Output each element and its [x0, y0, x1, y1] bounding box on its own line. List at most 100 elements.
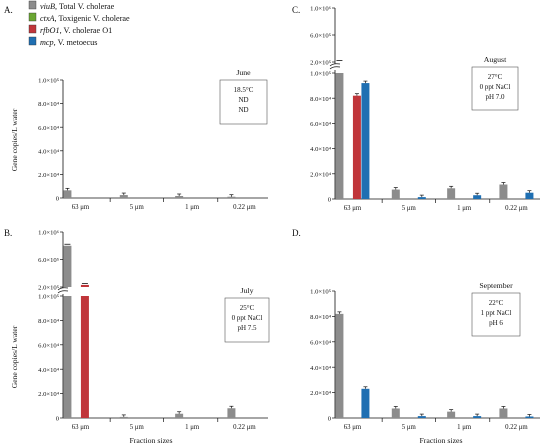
legend-label-rfbO1: rfbO1, V. cholerae O1 — [40, 26, 112, 35]
bar-viuB-1 — [119, 414, 128, 418]
bar-rect — [227, 408, 236, 418]
bar-rect — [175, 195, 184, 198]
legend-swatch-ctxA — [28, 12, 37, 22]
legend-desc: , V. metoecus — [54, 38, 98, 47]
y-tick-label: 1.0×10⁵ — [310, 71, 331, 78]
bar-mcp-2 — [473, 413, 482, 418]
legend-label-viuB: viuB, Total V. cholerae — [40, 2, 115, 11]
month-label: September — [479, 281, 513, 290]
legend-swatch-viuB — [28, 0, 37, 10]
y-tick-label: 8.0×10⁴ — [38, 318, 60, 325]
x-tick-label: 5 μm — [402, 205, 417, 212]
y-tick-label: 6.0×10⁴ — [38, 125, 60, 132]
bar-viuB-1 — [391, 406, 400, 418]
panel-c: C. 0 2.0×10⁴ 4.0×10⁴ 6.0×10⁴ 8.0×10⁴ 1.0×10⁵ 2.… — [292, 5, 540, 212]
y-tick-label: 2.0×10⁵ — [38, 285, 59, 292]
bar-rect — [473, 195, 482, 199]
y-tick-label: 1.0×10⁶ — [310, 6, 331, 13]
bar-rect — [175, 413, 184, 418]
x-tick-label: 0.22 μm — [505, 205, 528, 212]
x-tick-label: 1 μm — [457, 424, 472, 431]
y-tick-label: 2.0×10⁴ — [310, 171, 332, 178]
month-label: June — [236, 68, 251, 77]
legend-gene: rfbO1 — [40, 26, 60, 35]
conditions-box — [219, 79, 268, 125]
bar-rect — [447, 411, 456, 418]
conditions-box — [471, 292, 521, 337]
legend-item-viuB: viuB, Total V. cholerae — [28, 0, 115, 11]
legend-gene: ctxA — [40, 14, 56, 23]
bar-rect — [119, 195, 128, 198]
y-tick-label: 1.0×10⁵ — [38, 294, 59, 301]
panel-d: D. 0 2.0×10⁴ 4.0×10⁴ 6.0×10⁴ 8.0×10⁴ 1.0×10⁵ 63… — [292, 228, 540, 445]
legend-gene: viuB — [40, 2, 55, 11]
legend-swatch-mcp — [28, 36, 37, 46]
x-tick-label: 5 μm — [130, 204, 145, 211]
bar-rect — [335, 313, 344, 418]
x-axis-title: Fraction sizes — [129, 436, 172, 445]
bar-rect — [361, 83, 370, 199]
y-tick-label: 6.0×10⁴ — [310, 339, 332, 346]
bar-rfbO1-0 — [352, 93, 361, 199]
bar-rect — [499, 184, 508, 199]
panel-letter: B. — [4, 228, 12, 238]
y-tick-label: 1.0×10⁵ — [310, 289, 331, 296]
y-tick-label: 2.0×10⁴ — [38, 391, 60, 398]
x-tick-label: 5 μm — [130, 424, 145, 431]
bar-lower-segment — [80, 296, 89, 418]
condition-line: ND — [238, 106, 248, 114]
panel-letter: C. — [292, 5, 300, 15]
condition-line: 25°C — [240, 304, 255, 312]
bar-upper-segment — [80, 284, 89, 287]
bar-rect — [63, 190, 72, 198]
bar-rfbO1-0 — [80, 283, 89, 418]
bar-mcp-1 — [417, 194, 426, 199]
x-tick-label: 1 μm — [457, 205, 472, 212]
x-tick-label: 1 μm — [185, 424, 200, 431]
bar-rect — [391, 189, 400, 199]
x-tick-label: 63 μm — [344, 424, 362, 431]
month-label: July — [241, 286, 254, 295]
legend: viuB, Total V. cholerae ctxA, Toxigenic V… — [28, 0, 130, 47]
x-tick-label: 0.22 μm — [233, 424, 256, 431]
legend-label-ctxA: ctxA, Toxigenic V. cholerae — [40, 14, 130, 23]
bar-viuB-3 — [227, 405, 236, 418]
conditions-box — [471, 66, 519, 111]
panel-letter: D. — [292, 228, 301, 238]
panel-b: B. 0 2.0×10⁴ 4.0×10⁴ 6.0×10⁴ 8.0×10⁴ 1.0×10⁵ 2.… — [4, 228, 270, 445]
panel-a: A. 0 2.0×10⁴ 4.0×10⁴ 6.0×10⁴ 8.0×10⁴ 1.0×10⁵ Ge… — [4, 5, 268, 211]
bar-viuB-2 — [175, 411, 184, 418]
y-axis-title: Gene copies/L water — [10, 108, 19, 171]
bar-viuB-0 — [63, 243, 72, 418]
y-tick-label: 1.0×10⁶ — [38, 230, 59, 237]
bar-viuB-3 — [499, 182, 508, 199]
bar-rect — [447, 188, 456, 199]
bar-mcp-0 — [361, 80, 370, 199]
axis-break-mark — [329, 66, 341, 70]
legend-item-mcp: mcp, V. metoecus — [28, 36, 98, 47]
condition-line: pH 7.5 — [237, 324, 257, 332]
y-tick-label: 4.0×10⁴ — [38, 367, 60, 374]
bar-viuB-2 — [447, 409, 456, 418]
bar-viuB-1 — [391, 187, 400, 199]
bar-rect — [417, 416, 426, 418]
y-tick-label: 2.0×10⁴ — [38, 172, 60, 179]
condition-line: pH 6 — [489, 319, 503, 327]
bar-rect — [391, 408, 400, 418]
y-tick-label: 0 — [56, 196, 60, 203]
axis-break-mark — [57, 290, 69, 294]
bar-upper-segment — [63, 245, 72, 287]
y-tick-label: 4.0×10⁴ — [310, 146, 332, 153]
x-tick-label: 63 μm — [72, 424, 90, 431]
legend-desc: , Total V. cholerae — [55, 2, 115, 11]
conditions-box — [224, 297, 270, 343]
bar-rect — [119, 416, 128, 418]
legend-desc: , V. cholerae O1 — [60, 26, 113, 35]
y-tick-label: 6.0×10⁴ — [310, 121, 332, 128]
x-tick-label: 0.22 μm — [505, 424, 528, 431]
bar-mcp-0 — [361, 386, 370, 418]
bar-rect — [352, 95, 361, 199]
axis-break-mark — [57, 287, 69, 291]
y-tick-label: 4.0×10⁴ — [38, 148, 60, 155]
